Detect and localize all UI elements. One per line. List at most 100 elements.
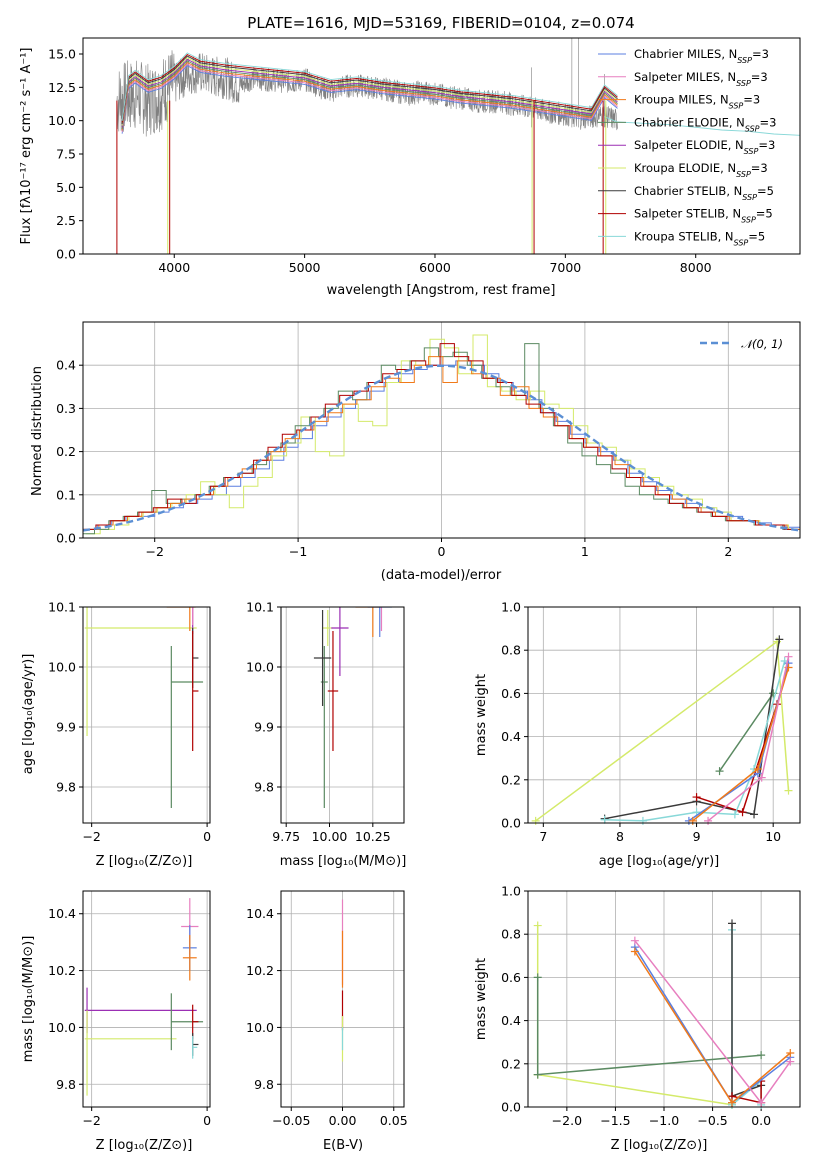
histogram-ytick-label: 0.4 xyxy=(56,358,76,373)
mass-age-xtick-label: 10.25 xyxy=(355,829,391,844)
z-weight-xtick-label: −0.5 xyxy=(697,1113,727,1128)
z-age-plot-area xyxy=(84,607,204,808)
z-age-errorbar-point xyxy=(166,607,196,631)
z-weight-ytick-label: 0.4 xyxy=(501,1013,521,1028)
mass-age-xlabel: mass [log₁₀(M/M⊙)] xyxy=(280,854,407,869)
z-weight-point-marker xyxy=(757,1051,766,1060)
histogram-xtick-label: −2 xyxy=(145,544,163,559)
spectrum-panel: 4000 5000 6000 7000 8000 0.0 2.5 5.0 7.5 10.0 12.5… xyxy=(48,37,801,275)
age-weight-ytick-label: 1.0 xyxy=(501,600,521,615)
spectrum-xtick-label: 7000 xyxy=(549,260,581,275)
spectrum-ytick-label: 0.0 xyxy=(56,247,76,262)
z-mass-errorbar-point xyxy=(84,987,197,1034)
z-age-errorbar-point xyxy=(192,631,199,751)
age-weight-series-line xyxy=(604,639,781,820)
z-mass-frame xyxy=(82,890,211,1108)
z-weight-point-marker xyxy=(533,1070,542,1079)
z-mass-errorbar-point xyxy=(192,1033,199,1056)
z-weight-point-marker xyxy=(533,921,542,930)
age-weight-point-marker xyxy=(600,815,609,824)
z-mass-ytick-label: 9.8 xyxy=(56,1077,76,1092)
z-weight-xtick-label: −2.0 xyxy=(552,1113,582,1128)
mass-age-errorbar-point xyxy=(331,607,349,676)
spectrum-xtick-label: 5000 xyxy=(289,260,321,275)
age-weight-frame xyxy=(527,606,801,824)
age-weight-point-marker xyxy=(688,816,697,825)
z-weight-ytick-label: 0.2 xyxy=(501,1056,521,1071)
z-weight-point-marker xyxy=(728,919,736,928)
z-age-ytick-label: 10.0 xyxy=(48,660,76,675)
legend-entry: Salpeter MILES, NSSP=3 xyxy=(634,70,768,88)
spectrum-xtick-label: 4000 xyxy=(158,260,190,275)
z-weight-ytick-label: 0.0 xyxy=(501,1100,521,1115)
age-weight-point-marker xyxy=(531,816,540,825)
age-weight-series-line xyxy=(535,640,790,822)
age-weight-xtick-label: 8 xyxy=(616,829,624,844)
mass-age-xtick-label: 10.00 xyxy=(312,829,348,844)
histogram-ytick-label: 0.2 xyxy=(56,444,76,459)
z-age-xtick-label: −2 xyxy=(82,829,100,844)
z-weight-xtick-label: −1.0 xyxy=(649,1113,679,1128)
age-weight-series-line xyxy=(604,660,786,822)
z-mass-errorbar-point xyxy=(182,935,197,981)
model-spectrum-line xyxy=(121,55,618,125)
model-spectrum-line xyxy=(121,52,618,121)
z-weight-point-marker xyxy=(786,1049,795,1057)
z-mass-ylabel: mass [log₁₀(M/M⊙)] xyxy=(21,936,36,1063)
mass-age-panel: 9.75 10.00 10.25 9.8 9.9 10.0 10.1 xyxy=(246,600,405,844)
histogram-step-series xyxy=(83,343,798,535)
age-weight-ylabel: mass weight xyxy=(474,674,489,756)
z-mass-xlabel: Z [log₁₀(Z/Z⊙)] xyxy=(96,1138,193,1153)
histogram-ylabel: Normed distribution xyxy=(30,366,45,496)
model-spectrum-line xyxy=(121,58,618,128)
z-age-frame xyxy=(82,606,211,824)
age-weight-point-marker xyxy=(738,808,747,817)
z-mass-panel: −2 0 9.8 10.0 10.2 10.4 xyxy=(48,890,211,1128)
histogram-xtick-label: 2 xyxy=(724,544,732,559)
mass-age-errorbar-point xyxy=(313,610,332,706)
z-age-xlabel: Z [log₁₀(Z/Z⊙)] xyxy=(96,854,193,869)
spectrum-frame xyxy=(82,37,801,255)
z-age-errorbar-point xyxy=(84,607,197,736)
ebv-mass-ytick-label: 10.4 xyxy=(246,906,274,921)
z-mass-ytick-label: 10.0 xyxy=(48,1020,76,1035)
ebv-mass-xlabel: E(B-V) xyxy=(323,1138,363,1153)
ebv-mass-frame xyxy=(280,890,405,1108)
age-weight-point-marker xyxy=(715,767,724,776)
z-weight-ylabel: mass weight xyxy=(474,958,489,1040)
normal-curve xyxy=(83,364,800,532)
ebv-mass-ytick-label: 9.8 xyxy=(254,1077,274,1092)
mass-age-errorbar-point xyxy=(380,607,383,631)
age-weight-series-line xyxy=(718,692,774,772)
age-weight-ytick-label: 0.0 xyxy=(501,816,521,831)
z-age-xtick-label: 0 xyxy=(203,829,211,844)
age-weight-point-marker xyxy=(784,786,793,795)
ebv-mass-ytick-label: 10.0 xyxy=(246,1020,274,1035)
age-weight-point-marker xyxy=(704,816,713,825)
age-weight-ytick-label: 0.2 xyxy=(501,772,521,787)
mass-age-ytick-label: 10.0 xyxy=(246,660,274,675)
age-weight-ytick-label: 0.8 xyxy=(501,643,521,658)
z-weight-ytick-label: 0.6 xyxy=(501,970,521,985)
histogram-xlabel: (data-model)/error xyxy=(381,568,502,583)
histogram-plot-area xyxy=(83,334,800,535)
histogram-ytick-label: 0.0 xyxy=(56,531,76,546)
z-weight-point-marker xyxy=(533,973,542,982)
spectrum-ytick-label: 10.0 xyxy=(48,113,76,128)
z-mass-ytick-label: 10.2 xyxy=(48,963,76,978)
legend-entry: Kroupa STELIB, NSSP=5 xyxy=(634,229,765,247)
z-age-ytick-label: 10.1 xyxy=(48,600,76,615)
z-weight-frame xyxy=(527,890,801,1108)
mass-age-ytick-label: 9.9 xyxy=(254,720,274,735)
mass-age-errorbar-point xyxy=(367,607,392,637)
legend-entry: Kroupa ELODIE, NSSP=3 xyxy=(634,161,768,179)
mass-age-errorbar-point xyxy=(355,607,382,637)
age-weight-xtick-label: 7 xyxy=(539,829,547,844)
legend-entry: Kroupa MILES, NSSP=3 xyxy=(634,93,760,111)
ebv-mass-xtick-label: 0.00 xyxy=(329,1113,357,1128)
normal-legend-label: 𝒩(0, 1) xyxy=(741,337,783,351)
residual-histogram-panel: −2 −1 0 1 2 0.0 0.1 0.2 0.3 0.4 𝒩(0, 1) xyxy=(56,321,801,559)
z-mass-plot-area xyxy=(84,898,204,1096)
z-mass-errorbar-point xyxy=(84,1010,177,1096)
legend-entry: Salpeter STELIB, NSSP=5 xyxy=(634,207,773,225)
